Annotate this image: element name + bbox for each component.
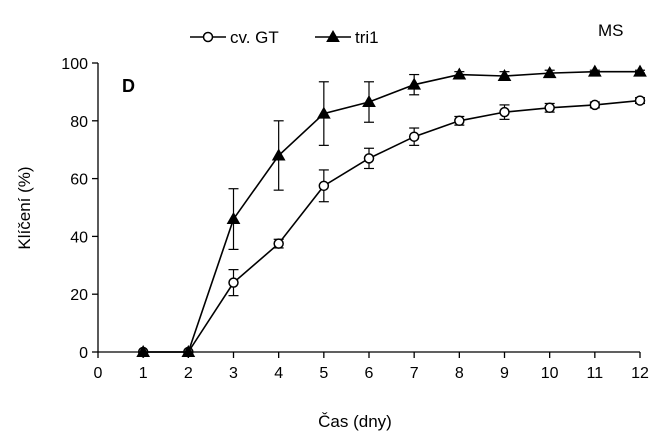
x-tick-label: 2 [184, 365, 193, 382]
legend-marker [326, 29, 340, 42]
data-point [181, 344, 196, 357]
legend-label: tri1 [355, 28, 379, 47]
x-tick-label: 0 [94, 365, 103, 382]
data-point [136, 344, 151, 357]
data-point [316, 106, 331, 119]
data-point [633, 64, 647, 77]
y-tick-label: 100 [61, 56, 88, 73]
data-point [634, 95, 646, 106]
x-tick-label: 1 [139, 365, 148, 382]
y-axis-label: Klíčení (%) [15, 166, 34, 249]
y-tick-label: 40 [70, 229, 88, 246]
x-tick-label: 12 [631, 365, 649, 382]
data-point [228, 277, 239, 288]
data-point [589, 99, 601, 111]
legend-label: cv. GT [230, 28, 279, 47]
data-point [362, 95, 376, 108]
x-tick-label: 6 [365, 365, 374, 382]
x-tick-label: 11 [587, 365, 604, 382]
data-point [587, 64, 602, 77]
data-point [408, 131, 420, 142]
y-tick-label: 0 [79, 345, 88, 362]
data-point [407, 77, 422, 90]
data-point [544, 102, 555, 114]
x-tick-label: 3 [229, 365, 238, 382]
x-tick-label: 4 [274, 365, 283, 382]
data-point [497, 68, 512, 82]
x-tick-label: 8 [455, 365, 464, 382]
legend-marker [202, 31, 214, 43]
legend-item-1: cv. GT [190, 28, 279, 47]
x-tick-label: 7 [410, 365, 419, 382]
y-tick-label: 20 [70, 287, 88, 304]
series-line [143, 70, 640, 353]
y-tick-label: 80 [70, 114, 88, 131]
data-point [363, 153, 375, 164]
data-point [273, 238, 284, 249]
x-tick-label: 5 [319, 365, 328, 382]
x-tick-label: 10 [541, 365, 559, 382]
x-tick-label: 9 [500, 365, 509, 382]
series-1 [137, 95, 646, 358]
data-point [318, 180, 330, 192]
series-2 [136, 64, 647, 357]
corner-label: MS [598, 21, 624, 40]
data-point [542, 66, 557, 79]
data-point [454, 115, 465, 127]
series-line [143, 99, 641, 353]
legend: cv. GT tri1 [190, 28, 379, 47]
data-point [452, 67, 467, 80]
panel-label: D [122, 76, 135, 96]
data-point [499, 106, 510, 118]
y-tick-label: 60 [70, 172, 88, 189]
data-point [271, 148, 286, 161]
data-point [226, 212, 241, 225]
legend-item-2: tri1 [315, 28, 379, 47]
series-layer [136, 64, 647, 358]
x-axis-label: Čas (dny) [318, 412, 392, 431]
